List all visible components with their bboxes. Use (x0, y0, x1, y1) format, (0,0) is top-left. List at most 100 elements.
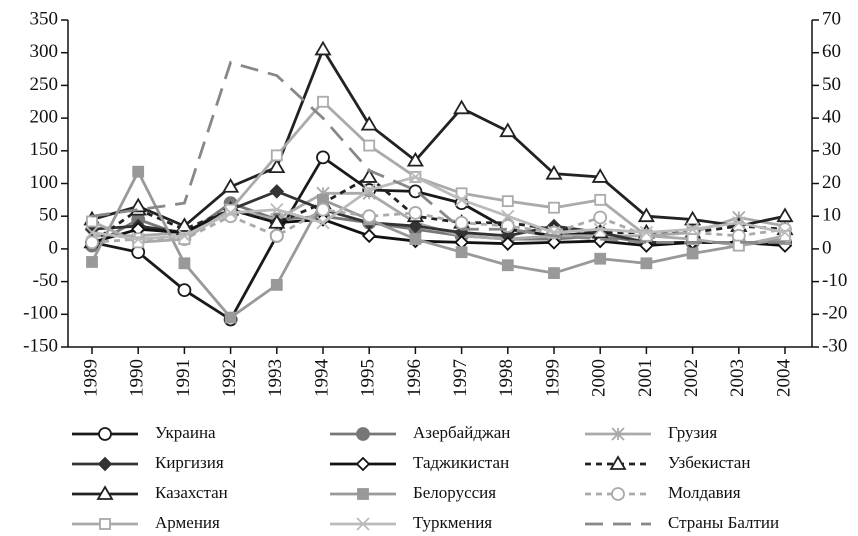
marker (408, 206, 423, 220)
y2-tick-label: 20 (822, 172, 841, 193)
y-tick-label: 200 (30, 106, 59, 127)
marker (639, 225, 654, 240)
marker (409, 233, 422, 245)
marker (86, 256, 98, 268)
marker (268, 213, 286, 229)
marker (640, 229, 653, 242)
marker (499, 122, 517, 138)
x-tick-label: 2002 (681, 359, 702, 397)
marker (270, 149, 283, 162)
marker (501, 195, 514, 208)
legend-label: Страны Балтии (668, 513, 779, 532)
marker (178, 233, 191, 245)
marker (776, 207, 794, 223)
marker (406, 151, 424, 167)
series (86, 165, 791, 324)
marker (86, 215, 98, 228)
marker (269, 184, 285, 199)
y-tick-label: 0 (49, 237, 59, 258)
x-tick-label: 1997 (450, 359, 471, 397)
marker (357, 488, 369, 500)
marker (362, 183, 376, 197)
marker (611, 487, 625, 501)
marker (594, 252, 607, 265)
series-line (91, 46, 786, 228)
series-line (91, 99, 786, 248)
marker (98, 427, 112, 441)
y-tick-label: 350 (30, 8, 59, 29)
marker (316, 150, 330, 165)
y-tick-label: 50 (39, 205, 58, 226)
marker (453, 99, 471, 115)
legend-label: Молдавия (668, 483, 741, 502)
y2-tick-label: 70 (822, 8, 841, 29)
y2-tick-label: -20 (822, 303, 847, 324)
marker (175, 217, 193, 232)
y-tick-label: 100 (30, 172, 59, 193)
marker (85, 225, 99, 240)
marker (361, 228, 377, 244)
marker (316, 216, 330, 230)
y-tick-label: -50 (33, 270, 58, 291)
marker (177, 229, 192, 243)
marker (224, 311, 237, 324)
marker (686, 233, 699, 245)
marker (594, 193, 607, 206)
series (91, 60, 785, 244)
legend-label: Узбекистан (668, 453, 750, 472)
marker (609, 455, 627, 470)
marker (132, 165, 145, 178)
x-tick-label: 1991 (173, 359, 194, 397)
marker (408, 218, 423, 234)
series-line (91, 208, 786, 248)
x-tick-label: 1996 (404, 359, 425, 397)
marker (356, 427, 370, 441)
marker (97, 456, 113, 472)
y-tick-label: -150 (23, 335, 58, 356)
legend-label: Азербайджан (413, 423, 510, 442)
y2-tick-label: 50 (822, 74, 841, 95)
marker (548, 201, 560, 214)
marker (501, 259, 514, 272)
y2-tick-label: 40 (822, 106, 841, 127)
marker (129, 197, 147, 213)
marker (132, 236, 145, 249)
y-tick-label: 250 (30, 74, 59, 95)
y-tick-label: -100 (23, 303, 58, 324)
series (83, 40, 794, 232)
legend-label: Украина (155, 423, 216, 442)
x-tick-label: 1999 (542, 359, 563, 397)
y2-tick-label: 0 (822, 237, 832, 258)
marker (178, 257, 191, 270)
marker (548, 267, 560, 279)
marker (732, 216, 746, 230)
x-tick-label: 2004 (773, 359, 794, 398)
marker (131, 232, 145, 246)
y-tick-label: 300 (30, 41, 59, 62)
marker (85, 235, 99, 250)
legend-label: Таджикистан (413, 453, 509, 472)
x-tick-label: 1994 (311, 359, 332, 398)
marker (455, 246, 468, 259)
marker (270, 203, 284, 217)
marker (314, 40, 332, 56)
y2-tick-label: -30 (822, 335, 847, 356)
legend-label: Киргизия (155, 453, 224, 472)
marker (685, 222, 700, 236)
legend-label: Туркмения (413, 513, 492, 532)
x-tick-label: 2000 (589, 359, 610, 397)
marker (593, 222, 607, 236)
marker (501, 209, 515, 223)
marker (732, 239, 745, 252)
marker (96, 485, 114, 500)
legend-label: Казахстан (155, 483, 228, 502)
x-tick-label: 1992 (219, 359, 240, 397)
y2-tick-label: 60 (822, 41, 841, 62)
marker (268, 158, 286, 174)
marker (99, 518, 111, 530)
marker (408, 170, 423, 184)
marker (222, 177, 240, 193)
marker (640, 257, 653, 270)
legend-label: Армения (155, 513, 220, 532)
